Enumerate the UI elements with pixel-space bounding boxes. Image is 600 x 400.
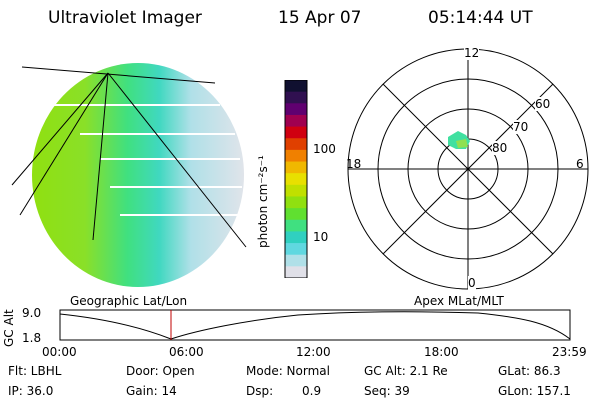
colorbar-segment [285,114,307,128]
timeline-x-tick-1800: 18:00 [424,345,459,359]
colorbar-segment [285,161,307,174]
colorbar-segment [285,266,307,278]
mlt-label-6: 6 [576,157,584,171]
timeline-x-tick-0600: 06:00 [169,345,204,359]
mode-info: Mode: Normal [246,364,330,378]
timeline-y-title: GC Alt [2,309,16,347]
colorbar-tick-100: 100 [313,142,336,156]
ip-info: IP: 36.0 [8,384,54,398]
colorbar-tick-10: 10 [313,230,329,244]
lat-label-60: 60 [535,97,551,111]
colorbar-segment [285,219,307,232]
colorbar-segment [285,231,307,244]
seq-info: Seq: 39 [364,384,410,398]
colorbar-segment [285,173,307,186]
mlt-label-18: 18 [346,157,362,171]
timeline-frame [59,309,571,341]
earth-uv-image [11,63,247,287]
polar-diagonal-2 [382,83,554,255]
colorbar-segment [285,103,307,116]
gain-info: Gain: 14 [126,384,177,398]
time-label: 05:14:44 UT [428,8,533,28]
glon-info: GLon: 157.1 [498,384,571,398]
colorbar-segment [285,138,307,151]
glat-info: GLat: 86.3 [498,364,561,378]
colorbar-label: photon cm⁻²s⁻¹ [256,155,270,248]
mlt-label-12: 12 [464,46,480,60]
timeline-y-tick-min: 1.8 [22,331,42,345]
lat-label-80: 80 [492,141,508,155]
date-label: 15 Apr 07 [278,8,362,28]
earth-disk [32,63,244,287]
gc-alt-info: GC Alt: 2.1 Re [364,364,448,378]
colorbar-segment [285,254,307,267]
colorbar-segment [285,184,307,197]
polar-plot [347,48,589,290]
colorbar [284,80,308,278]
map-grid-lines [11,66,247,248]
colorbar-segment [285,208,307,221]
lat-label-70: 70 [513,120,529,134]
timeline-right-label: Apex MLat/MLT [414,294,504,308]
colorbar-segment [285,243,307,256]
colorbar-segment [285,196,307,209]
dsp-label: Dsp: [246,384,274,398]
altitude-curve [59,311,571,340]
timeline-x-tick-2359: 23:59 [552,345,587,359]
instrument-title: Ultraviolet Imager [48,8,202,28]
timeline-plot [59,309,571,341]
dsp-value: 0.9 [302,384,322,398]
filter-info: Flt: LBHL [8,364,62,378]
timeline-y-tick-max: 9.0 [22,306,42,320]
colorbar-segment [285,80,307,93]
aurora-core [456,139,468,148]
door-info: Door: Open [126,364,195,378]
colorbar-segment [285,91,307,104]
timeline-x-tick-0000: 00:00 [42,345,77,359]
timeline-x-tick-1200: 12:00 [296,345,331,359]
colorbar-segment [285,126,307,139]
scan-gaps [50,104,242,216]
timeline-left-label: Geographic Lat/Lon [70,294,188,308]
colorbar-segment [285,149,307,163]
mlt-label-0: 0 [468,276,476,290]
